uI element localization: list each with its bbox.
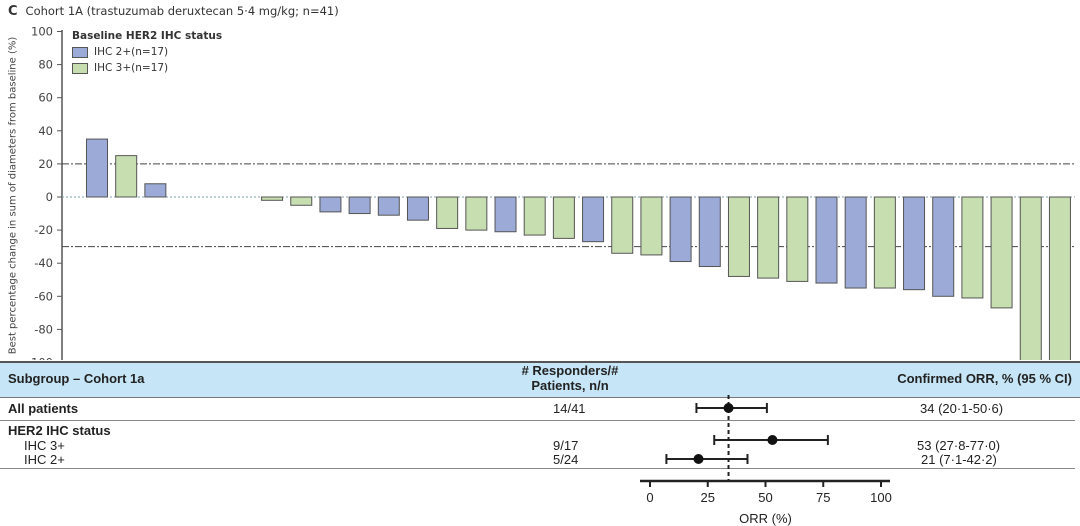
panel-letter: C bbox=[8, 4, 18, 19]
bar-ihc2 bbox=[348, 196, 371, 215]
row-ihc3-label: IHC 3+ bbox=[24, 438, 65, 453]
bar-ihc2 bbox=[932, 196, 955, 297]
y-tick-label: 80 bbox=[38, 58, 53, 72]
y-tick-label: -40 bbox=[34, 256, 53, 270]
bar-ihc3 bbox=[1048, 196, 1071, 360]
legend-label: IHC 3+(n=17) bbox=[94, 62, 169, 74]
y-tick-label: -20 bbox=[34, 223, 53, 237]
bar-ihc2 bbox=[144, 183, 167, 198]
bar-ihc3 bbox=[523, 196, 546, 236]
bar-ihc3 bbox=[261, 196, 284, 201]
bar-ihc3 bbox=[115, 155, 138, 198]
point-estimate bbox=[723, 403, 734, 413]
divider bbox=[0, 468, 1075, 469]
row-ihc2-n: 5/24 bbox=[553, 452, 579, 467]
bar-ihc3 bbox=[436, 196, 459, 229]
legend-label: IHC 2+(n=17) bbox=[94, 46, 169, 58]
bar-ihc2 bbox=[698, 196, 721, 268]
waterfall-chart: 100 80 60 40 20 0 -20 -40 -60 -80 -100 bbox=[27, 25, 1075, 361]
y-tick-label: 100 bbox=[31, 25, 53, 39]
row-ihc3-orr: 53 (27·8-77·0) bbox=[917, 438, 1001, 453]
row-ihc2-label: IHC 2+ bbox=[24, 452, 65, 467]
y-tick-label: -60 bbox=[34, 289, 53, 303]
panel-title: C Cohort 1A (trastuzumab deruxtecan 5·4 m… bbox=[8, 4, 339, 19]
legend-item-ihc3: IHC 3+(n=17) bbox=[72, 60, 222, 76]
bar-ihc3 bbox=[990, 196, 1013, 309]
y-tick-label: 40 bbox=[38, 124, 53, 138]
point-estimate bbox=[767, 435, 778, 445]
y-tick-label: -100 bbox=[27, 356, 53, 361]
legend: Baseline HER2 IHC status IHC 2+(n=17) IH… bbox=[72, 30, 222, 76]
legend-item-ihc2: IHC 2+(n=17) bbox=[72, 44, 222, 60]
bar-ihc3 bbox=[290, 196, 313, 206]
bar-ihc3 bbox=[1019, 196, 1042, 360]
table-header bbox=[0, 361, 1080, 398]
header-orr: Confirmed ORR, % (95 % CI) bbox=[897, 371, 1072, 386]
bar-ihc2 bbox=[582, 196, 605, 243]
header-responders-1: # Responders/# bbox=[521, 363, 619, 378]
row-ihc2-orr: 21 (7·1-42·2) bbox=[921, 452, 997, 467]
bar-ihc3 bbox=[640, 196, 663, 256]
bar-ihc3 bbox=[757, 196, 780, 279]
forest-plot: 0 25 50 75 100 ORR (%) bbox=[640, 395, 892, 526]
legend-title: Baseline HER2 IHC status bbox=[72, 30, 223, 42]
bar-ihc3 bbox=[611, 196, 634, 254]
group-label: HER2 IHC status bbox=[8, 423, 111, 438]
legend-swatch-ihc2 bbox=[72, 46, 88, 58]
header-subgroup: Subgroup – Cohort 1a bbox=[8, 371, 145, 386]
legend-swatch-ihc3 bbox=[72, 62, 88, 74]
bar-ihc2 bbox=[494, 196, 517, 233]
divider bbox=[0, 420, 1075, 421]
bar-ihc2 bbox=[844, 196, 867, 289]
x-tick-label: 75 bbox=[816, 490, 830, 505]
x-axis-label: ORR (%) bbox=[739, 511, 792, 526]
panel-title-text: Cohort 1A (trastuzumab deruxtecan 5·4 mg… bbox=[25, 4, 339, 18]
y-tick-label: 60 bbox=[38, 91, 53, 105]
row-all-n: 14/41 bbox=[553, 401, 586, 416]
bar-ihc3 bbox=[727, 196, 750, 277]
bar-ihc3 bbox=[552, 196, 575, 239]
point-estimate bbox=[693, 454, 704, 464]
bar-ihc2 bbox=[903, 196, 926, 291]
x-tick-label: 25 bbox=[701, 490, 715, 505]
y-tick-label: 0 bbox=[46, 190, 53, 204]
y-tick-label: 20 bbox=[38, 157, 53, 171]
bar-ihc3 bbox=[786, 196, 809, 282]
x-tick-label: 50 bbox=[758, 490, 772, 505]
bar-ihc2 bbox=[669, 196, 692, 263]
bar-ihc2 bbox=[377, 196, 400, 216]
header-responders-2: Patients, n/n bbox=[531, 378, 609, 393]
y-tick-label: -80 bbox=[34, 322, 53, 336]
bar-ihc3 bbox=[961, 196, 984, 299]
x-tick-label: 100 bbox=[870, 490, 892, 505]
row-ihc3-n: 9/17 bbox=[553, 438, 579, 453]
bar-ihc3 bbox=[465, 196, 488, 231]
bar-ihc2 bbox=[319, 196, 342, 213]
bar-ihc3 bbox=[873, 196, 896, 289]
bar-ihc2 bbox=[86, 138, 108, 198]
bar-ihc2 bbox=[815, 196, 838, 284]
row-all-label: All patients bbox=[8, 401, 79, 416]
row-all-orr: 34 (20·1-50·6) bbox=[920, 401, 1004, 416]
y-axis-label: Best percentage change in sum of diamete… bbox=[7, 36, 19, 355]
bar-ihc2 bbox=[406, 196, 429, 221]
x-tick-label: 0 bbox=[646, 490, 653, 505]
